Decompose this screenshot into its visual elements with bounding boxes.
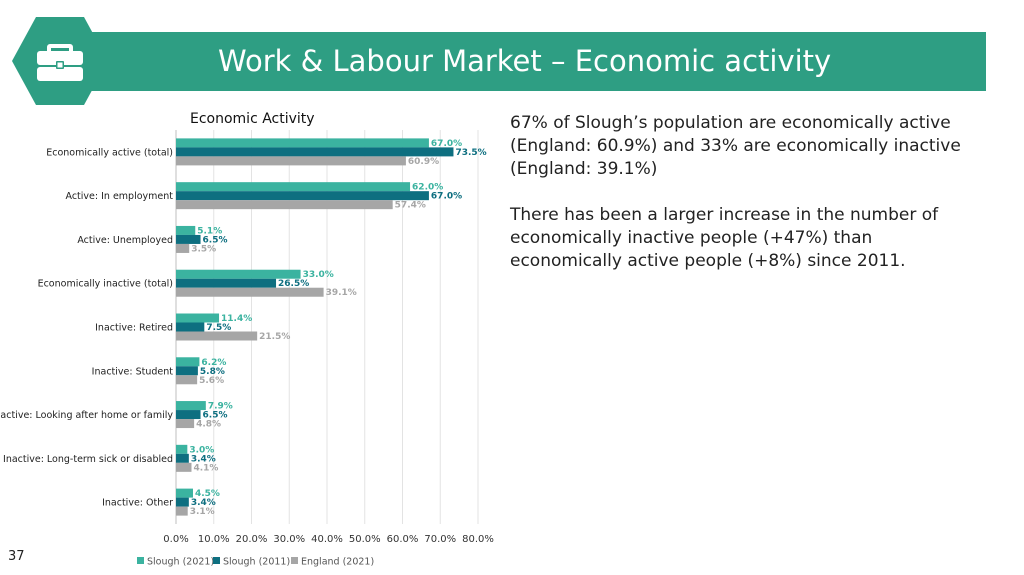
- data-label: 3.0%: [189, 445, 214, 455]
- data-label: 57.4%: [395, 201, 426, 211]
- data-label: 6.2%: [201, 358, 226, 368]
- economic-activity-chart: 0.0% 10.0% 20.0% 30.0% 40.0% 50.0% 60.0% 70.0% 8…: [0, 130, 494, 568]
- bar: [176, 138, 429, 148]
- legend-entry: Slough (2011): [223, 557, 290, 568]
- data-label: 5.8%: [200, 367, 225, 377]
- bar: [176, 191, 429, 201]
- section-badge: [12, 17, 108, 105]
- bar: [176, 444, 188, 454]
- bar: [176, 313, 220, 323]
- page-title: Work & Labour Market – Economic activity: [218, 44, 832, 78]
- data-label: 26.5%: [278, 279, 309, 289]
- bar: [176, 488, 193, 498]
- chart-title: Economic Activity: [190, 111, 315, 127]
- x-tick-label: 0.0%: [163, 534, 188, 545]
- x-tick-label: 20.0%: [236, 534, 268, 545]
- bar: [176, 331, 258, 341]
- legend-entry: Slough (2021): [147, 557, 214, 568]
- bar: [176, 147, 454, 157]
- x-tick-label: 40.0%: [311, 534, 343, 545]
- bar: [176, 322, 205, 332]
- data-label: 6.5%: [203, 235, 228, 245]
- legend-swatch: [213, 557, 220, 564]
- bar: [176, 234, 201, 244]
- data-label: 60.9%: [408, 157, 439, 167]
- data-label: 62.0%: [412, 183, 443, 193]
- category-label: Economically inactive (total): [38, 279, 173, 290]
- data-label: 73.5%: [455, 148, 486, 158]
- category-label: Inactive: Retired: [95, 323, 173, 334]
- bar: [176, 269, 301, 279]
- legend-entry: England (2021): [301, 557, 374, 568]
- bar: [176, 453, 189, 463]
- bar: [176, 419, 195, 429]
- category-label: Economically active (total): [46, 147, 173, 158]
- bar: [176, 156, 406, 166]
- briefcase-icon: [37, 44, 83, 81]
- hexagon-shape: [12, 17, 108, 105]
- data-label: 67.0%: [431, 192, 462, 202]
- data-label: 67.0%: [431, 139, 462, 149]
- x-tick-label: 10.0%: [198, 534, 230, 545]
- bar: [176, 200, 393, 210]
- data-label: 39.1%: [326, 288, 357, 298]
- bar: [176, 278, 277, 288]
- bar: [176, 287, 324, 297]
- category-label: Inactive: Long-term sick or disabled: [3, 454, 173, 465]
- bar: [176, 243, 190, 253]
- bar: [176, 497, 189, 507]
- title-banner: Work & Labour Market – Economic activity: [80, 32, 986, 91]
- data-label: 3.4%: [191, 498, 216, 508]
- text-panel: 67% of Slough’s population are economica…: [510, 112, 980, 296]
- bar: [176, 401, 206, 411]
- change-paragraph: There has been a larger increase in the …: [510, 205, 939, 271]
- bar: [176, 506, 188, 516]
- bar: [176, 462, 192, 472]
- bar: [176, 182, 411, 192]
- bar: [176, 375, 198, 385]
- category-label: Inactive: Looking after home or family: [0, 410, 173, 421]
- x-tick-label: 60.0%: [387, 534, 419, 545]
- data-label: 7.9%: [208, 402, 233, 412]
- bar: [176, 357, 200, 367]
- category-label: Active: Unemployed: [77, 235, 173, 246]
- data-label: 33.0%: [303, 270, 334, 280]
- category-label: Inactive: Other: [102, 498, 173, 509]
- data-label: 11.4%: [221, 314, 252, 324]
- legend-swatch: [137, 557, 144, 564]
- data-label: 3.1%: [190, 507, 215, 517]
- page-number: 37: [8, 549, 25, 564]
- data-label: 5.6%: [199, 376, 224, 386]
- category-label: Inactive: Student: [92, 366, 174, 377]
- data-label: 4.1%: [193, 463, 218, 473]
- data-label: 4.5%: [195, 489, 220, 499]
- data-label: 4.8%: [196, 420, 221, 430]
- x-tick-label: 80.0%: [462, 534, 494, 545]
- legend-swatch: [291, 557, 298, 564]
- data-label: 5.1%: [197, 226, 222, 236]
- data-label: 3.5%: [191, 244, 216, 254]
- bar: [176, 410, 201, 420]
- data-label: 6.5%: [203, 411, 228, 421]
- data-label: 3.4%: [191, 454, 216, 464]
- data-label: 21.5%: [259, 332, 290, 342]
- x-tick-label: 30.0%: [273, 534, 305, 545]
- x-tick-label: 70.0%: [424, 534, 456, 545]
- category-label: Active: In employment: [66, 191, 174, 202]
- data-label: 7.5%: [206, 323, 231, 333]
- bar: [176, 225, 196, 235]
- bar: [176, 366, 198, 376]
- summary-paragraph: 67% of Slough’s population are economica…: [510, 113, 961, 179]
- x-tick-label: 50.0%: [349, 534, 381, 545]
